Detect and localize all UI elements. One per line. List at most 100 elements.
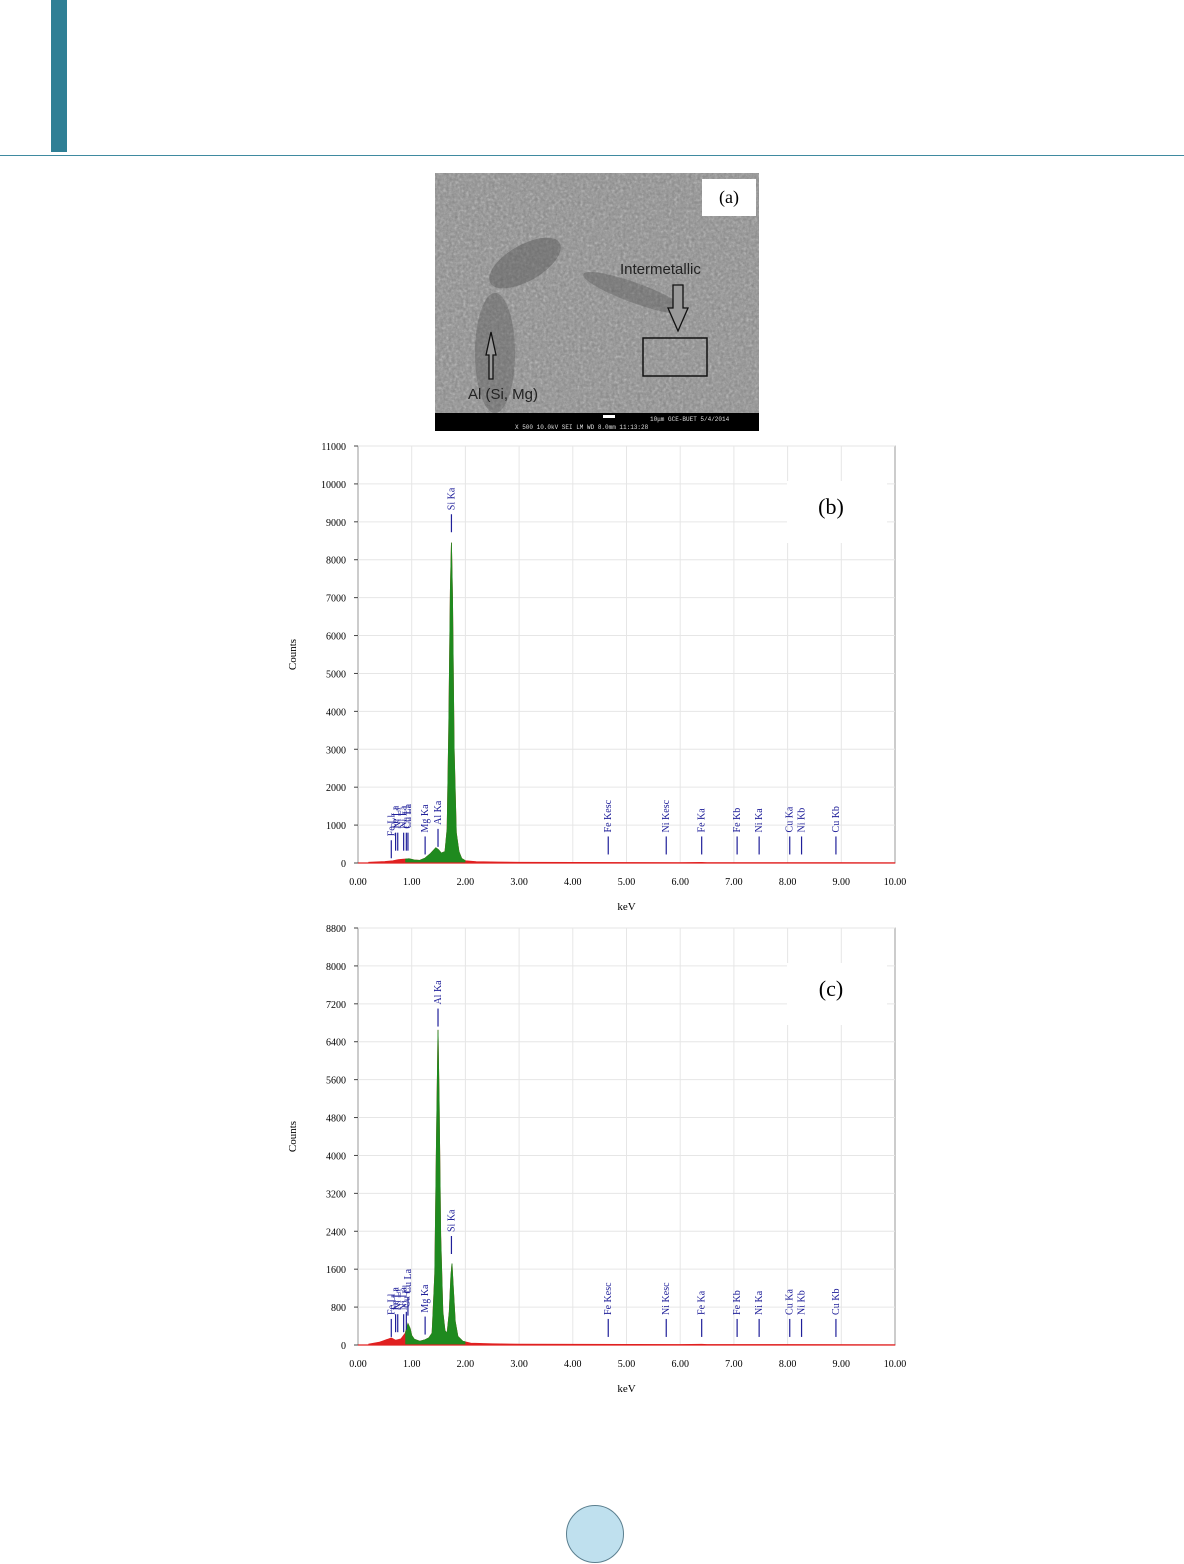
peak-label: Cu La bbox=[403, 1268, 414, 1293]
x-tick-label: 10.00 bbox=[884, 1359, 907, 1370]
peak-label: Ni Ll bbox=[393, 1289, 404, 1311]
peak-label: Al Ka bbox=[433, 800, 444, 825]
y-tick-label: 7200 bbox=[326, 1000, 346, 1011]
peak-label: Si Ka bbox=[446, 1209, 457, 1232]
up-arrow-icon bbox=[485, 331, 497, 380]
x-tick-label: 8.00 bbox=[779, 877, 797, 888]
peak-label: Ni Ka bbox=[754, 1290, 765, 1315]
peak-label: Ni Kb bbox=[797, 808, 808, 833]
x-tick-label: 9.00 bbox=[833, 877, 851, 888]
sem-scale-text: 10μm GCE-BUET 5/4/2014 bbox=[650, 416, 730, 423]
spectrum-area-selected bbox=[405, 542, 466, 863]
peak-label: Ni Kesc bbox=[661, 799, 672, 832]
x-tick-label: 6.00 bbox=[671, 877, 689, 888]
header-accent-bar bbox=[51, 0, 67, 152]
annotation-al-si-mg: Al (Si, Mg) bbox=[468, 386, 538, 403]
x-tick-label: 7.00 bbox=[725, 877, 743, 888]
x-tick-label: 1.00 bbox=[403, 877, 421, 888]
peak-label: Ni Kesc bbox=[661, 1282, 672, 1315]
y-tick-label: 3000 bbox=[326, 745, 346, 756]
y-tick-label: 8000 bbox=[326, 556, 346, 567]
sem-micrograph: (a) Intermetallic Al (Si, Mg) 10μm GCE-B… bbox=[435, 173, 759, 431]
y-tick-label: 2000 bbox=[326, 783, 346, 794]
eds-spectrum-b-chart: 0.00 1.00 2.00 3.00 4.00 5.00 6.00 7.00 8.00 9.00… bbox=[287, 442, 907, 913]
sem-info-bar bbox=[435, 413, 759, 431]
x-axis-label: keV bbox=[617, 1383, 635, 1395]
x-tick-label: 1.00 bbox=[403, 1359, 421, 1370]
sem-image-svg: (a) Intermetallic Al (Si, Mg) 10μm GCE-B… bbox=[435, 173, 759, 431]
sem-info-text: X 500 10.0kV SEI LM WD 8.0mm 11:13:28 bbox=[515, 424, 649, 431]
peak-label: Fe Kb bbox=[732, 808, 743, 833]
peak-label: Ni Ka bbox=[754, 808, 765, 833]
y-tick-label: 4000 bbox=[326, 707, 346, 718]
y-tick-label: 1600 bbox=[326, 1265, 346, 1276]
y-tick-label: 10000 bbox=[321, 480, 346, 491]
sem-panel-label: (a) bbox=[719, 187, 739, 208]
y-tick-label: 0 bbox=[341, 1341, 346, 1352]
sem-scale-bar bbox=[603, 415, 615, 418]
x-tick-label: 4.00 bbox=[564, 877, 582, 888]
peak-label: Cu Ka bbox=[785, 806, 796, 832]
x-tick-label: 10.00 bbox=[884, 877, 907, 888]
y-tick-label: 11000 bbox=[321, 442, 346, 453]
y-tick-label: 5600 bbox=[326, 1076, 346, 1087]
y-tick-label: 9000 bbox=[326, 518, 346, 529]
peak-label: Al Ka bbox=[433, 980, 444, 1005]
peak-label: Ni La bbox=[399, 805, 410, 829]
y-tick-label: 1000 bbox=[326, 821, 346, 832]
peak-label: Cu Ll bbox=[401, 805, 412, 828]
peak-label: Cu La bbox=[403, 803, 414, 828]
y-tick-label: 6000 bbox=[326, 632, 346, 643]
peak-label: Cu Kb bbox=[831, 1289, 842, 1315]
peak-label: Mg Ka bbox=[420, 804, 431, 833]
y-tick-label: 7000 bbox=[326, 594, 346, 605]
peak-label: Cu Ka bbox=[785, 1289, 796, 1315]
spectrum-area-selected bbox=[405, 1029, 466, 1345]
x-tick-label: 0.00 bbox=[349, 877, 367, 888]
page-number-badge bbox=[566, 1505, 624, 1563]
x-tick-label: 4.00 bbox=[564, 1359, 582, 1370]
y-tick-label: 8800 bbox=[326, 924, 346, 935]
x-tick-label: 5.00 bbox=[618, 877, 636, 888]
x-tick-label: 0.00 bbox=[349, 1359, 367, 1370]
y-tick-label: 6400 bbox=[326, 1038, 346, 1049]
panel-label-box bbox=[787, 481, 887, 543]
y-tick-label: 4000 bbox=[326, 1151, 346, 1162]
peak-label: Fe Ll bbox=[386, 815, 397, 837]
peak-label: Ni Ll bbox=[393, 807, 404, 829]
panel-label-box bbox=[787, 963, 887, 1025]
panel-label: (c) bbox=[819, 976, 843, 1001]
x-tick-label: 2.00 bbox=[457, 877, 475, 888]
peak-label: Mg Ka bbox=[420, 1284, 431, 1313]
annotation-intermetallic: Intermetallic bbox=[620, 261, 701, 278]
peak-label: Fe Kesc bbox=[603, 1282, 614, 1315]
x-tick-label: 2.00 bbox=[457, 1359, 475, 1370]
y-tick-label: 2400 bbox=[326, 1227, 346, 1238]
peak-label: Si Ka bbox=[446, 487, 457, 510]
sem-dark-region bbox=[583, 271, 687, 315]
x-tick-label: 7.00 bbox=[725, 1359, 743, 1370]
eds-panel-b: 0.00 1.00 2.00 3.00 4.00 5.00 6.00 7.00 8.00 9.00… bbox=[270, 438, 920, 916]
peak-label: Ni Kb bbox=[797, 1290, 808, 1315]
panel-label: (b) bbox=[818, 494, 844, 519]
down-arrow-icon bbox=[667, 284, 689, 333]
peak-label: Fe Kesc bbox=[603, 799, 614, 832]
y-tick-label: 5000 bbox=[326, 669, 346, 680]
y-tick-label: 800 bbox=[331, 1303, 346, 1314]
eds-spectrum-c-chart: 0.00 1.00 2.00 3.00 4.00 5.00 6.00 7.00 8.00 9.00… bbox=[287, 924, 907, 1395]
x-axis-label: keV bbox=[617, 901, 635, 913]
sem-label-box bbox=[702, 179, 756, 216]
x-tick-label: 8.00 bbox=[779, 1359, 797, 1370]
y-tick-label: 8000 bbox=[326, 962, 346, 973]
peak-label: Fe Ka bbox=[697, 1290, 708, 1315]
x-tick-label: 9.00 bbox=[833, 1359, 851, 1370]
peak-label: Fe Ll bbox=[386, 1293, 397, 1315]
x-tick-label: 3.00 bbox=[510, 877, 527, 888]
peak-label: Fe Ka bbox=[697, 808, 708, 833]
peak-label: Cu Kb bbox=[831, 806, 842, 832]
x-tick-label: 5.00 bbox=[618, 1359, 636, 1370]
peak-label: Fe Kb bbox=[732, 1290, 743, 1315]
y-axis-label: Counts bbox=[287, 639, 299, 670]
x-tick-label: 6.00 bbox=[671, 1359, 689, 1370]
y-tick-label: 0 bbox=[341, 859, 346, 870]
